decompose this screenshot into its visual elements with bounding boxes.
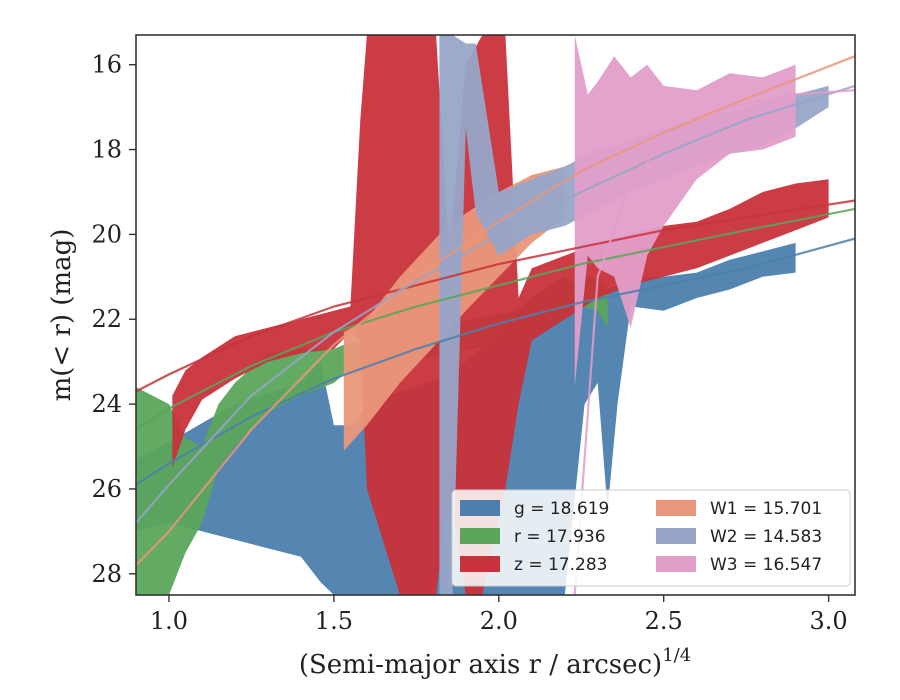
x-axis-label: (Semi-major axis r / arcsec)1/4 — [299, 645, 691, 680]
legend-label-g: g = 18.619 — [514, 499, 609, 519]
legend-swatch-z — [460, 556, 500, 572]
y-tick-label: 22 — [91, 305, 122, 333]
legend-label-r: r = 17.936 — [514, 527, 606, 547]
legend-label-w3: W3 = 16.547 — [710, 555, 822, 575]
legend-swatch-g — [460, 500, 500, 516]
legend-swatch-w2 — [656, 528, 696, 544]
y-tick-label: 20 — [91, 220, 122, 248]
legend-label-w1: W1 = 15.701 — [710, 499, 822, 519]
y-tick-label: 28 — [91, 560, 122, 588]
x-tick-label: 1.0 — [150, 607, 188, 635]
fit-line-w3 — [573, 89, 855, 595]
y-tick-label: 24 — [91, 390, 122, 418]
legend-box — [451, 489, 851, 587]
fit-line-w2 — [136, 84, 855, 524]
fit-line-w1 — [136, 55, 855, 567]
fit-line-r — [136, 207, 855, 431]
legend-label-w2: W2 = 14.583 — [710, 527, 822, 547]
y-tick-label: 16 — [91, 51, 122, 79]
legend: g = 18.619 r = 17.936 z = 17.283 W1 = 15.70… — [451, 489, 851, 587]
y-tick-label: 18 — [91, 136, 122, 164]
legend-label-z: z = 17.283 — [514, 555, 607, 575]
x-tick-label: 3.0 — [810, 607, 848, 635]
y-axis-label: m(< r) (mag) — [47, 229, 77, 402]
legend-swatch-r — [460, 528, 500, 544]
y-tick-label: 26 — [91, 475, 122, 503]
series-fits — [136, 55, 855, 595]
x-axis-label-sup: 1/4 — [662, 645, 691, 666]
x-tick-label: 2.0 — [480, 607, 518, 635]
legend-swatch-w1 — [656, 500, 696, 516]
fit-line-z — [136, 199, 855, 393]
x-axis: 1.0 1.5 2.0 2.5 3.0 — [150, 595, 848, 635]
x-tick-label: 1.5 — [315, 607, 353, 635]
x-axis-label-main: (Semi-major axis r / arcsec) — [299, 650, 662, 680]
legend-swatch-w3 — [656, 556, 696, 572]
x-tick-label: 2.5 — [645, 607, 683, 635]
y-axis: 16 18 20 22 24 26 28 — [91, 51, 136, 588]
band-z — [172, 35, 829, 595]
plot-frame — [135, 34, 856, 596]
